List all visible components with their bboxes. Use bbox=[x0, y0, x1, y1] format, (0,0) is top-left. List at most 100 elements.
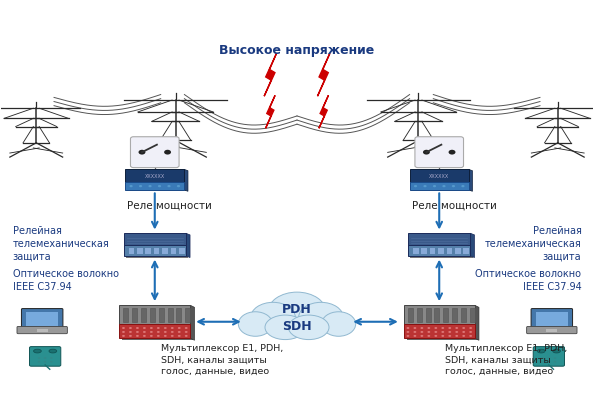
FancyBboxPatch shape bbox=[446, 248, 452, 254]
Circle shape bbox=[452, 185, 455, 187]
Circle shape bbox=[157, 331, 160, 333]
FancyBboxPatch shape bbox=[127, 171, 186, 191]
Text: PDH
SDH: PDH SDH bbox=[282, 303, 312, 332]
Circle shape bbox=[421, 327, 423, 329]
FancyBboxPatch shape bbox=[421, 248, 427, 254]
Circle shape bbox=[455, 335, 458, 337]
Circle shape bbox=[427, 335, 430, 337]
Circle shape bbox=[434, 335, 437, 337]
Circle shape bbox=[455, 327, 458, 329]
FancyBboxPatch shape bbox=[159, 308, 164, 322]
FancyBboxPatch shape bbox=[162, 248, 168, 254]
Circle shape bbox=[413, 327, 416, 329]
FancyBboxPatch shape bbox=[29, 347, 61, 366]
Circle shape bbox=[44, 361, 46, 363]
FancyBboxPatch shape bbox=[452, 308, 457, 322]
Ellipse shape bbox=[553, 349, 560, 353]
FancyBboxPatch shape bbox=[141, 308, 146, 322]
Circle shape bbox=[449, 150, 455, 154]
Circle shape bbox=[38, 361, 40, 363]
Circle shape bbox=[548, 357, 550, 359]
Circle shape bbox=[136, 327, 139, 329]
Circle shape bbox=[427, 331, 430, 333]
Polygon shape bbox=[317, 53, 330, 96]
Polygon shape bbox=[264, 53, 277, 96]
Circle shape bbox=[50, 357, 53, 359]
Text: XXXXXX: XXXXXX bbox=[145, 173, 165, 178]
Text: Высокое напряжение: Высокое напряжение bbox=[220, 44, 374, 57]
FancyBboxPatch shape bbox=[415, 137, 464, 168]
Circle shape bbox=[129, 335, 132, 337]
Text: Оптическое волокно
IEEE C37.94: Оптическое волокно IEEE C37.94 bbox=[475, 269, 581, 292]
FancyBboxPatch shape bbox=[124, 233, 186, 246]
FancyBboxPatch shape bbox=[413, 248, 419, 254]
Polygon shape bbox=[190, 305, 194, 340]
Circle shape bbox=[164, 335, 167, 337]
FancyBboxPatch shape bbox=[531, 309, 572, 329]
Text: Реле мощности: Реле мощности bbox=[412, 200, 496, 210]
FancyBboxPatch shape bbox=[124, 245, 186, 256]
Circle shape bbox=[171, 335, 173, 337]
FancyBboxPatch shape bbox=[430, 248, 436, 254]
Circle shape bbox=[122, 331, 125, 333]
Circle shape bbox=[442, 185, 446, 187]
Text: Релейная
телемеханическая
защита: Релейная телемеханическая защита bbox=[485, 226, 581, 261]
FancyBboxPatch shape bbox=[125, 169, 184, 183]
FancyBboxPatch shape bbox=[470, 308, 475, 322]
FancyBboxPatch shape bbox=[119, 324, 190, 338]
Circle shape bbox=[129, 327, 132, 329]
FancyBboxPatch shape bbox=[410, 182, 469, 190]
Polygon shape bbox=[186, 233, 190, 258]
FancyBboxPatch shape bbox=[417, 308, 422, 322]
FancyBboxPatch shape bbox=[527, 327, 577, 334]
Circle shape bbox=[421, 331, 423, 333]
Circle shape bbox=[461, 185, 464, 187]
Circle shape bbox=[407, 331, 409, 333]
Circle shape bbox=[434, 331, 437, 333]
FancyBboxPatch shape bbox=[536, 313, 568, 326]
FancyBboxPatch shape bbox=[128, 248, 134, 254]
Circle shape bbox=[130, 185, 133, 187]
Circle shape bbox=[469, 331, 472, 333]
Circle shape bbox=[139, 150, 145, 154]
Circle shape bbox=[554, 357, 556, 359]
Circle shape bbox=[462, 327, 465, 329]
Circle shape bbox=[541, 357, 544, 359]
Circle shape bbox=[158, 185, 161, 187]
Ellipse shape bbox=[299, 302, 343, 333]
Polygon shape bbox=[475, 305, 479, 340]
Ellipse shape bbox=[34, 349, 41, 353]
Circle shape bbox=[157, 327, 160, 329]
FancyBboxPatch shape bbox=[17, 327, 67, 334]
Circle shape bbox=[421, 335, 423, 337]
Ellipse shape bbox=[265, 315, 305, 339]
Polygon shape bbox=[470, 233, 475, 258]
Circle shape bbox=[448, 327, 451, 329]
Circle shape bbox=[143, 335, 146, 337]
Circle shape bbox=[164, 331, 167, 333]
Circle shape bbox=[139, 185, 142, 187]
Circle shape bbox=[129, 331, 132, 333]
Ellipse shape bbox=[538, 349, 545, 353]
FancyBboxPatch shape bbox=[404, 324, 475, 338]
Ellipse shape bbox=[49, 349, 56, 353]
FancyBboxPatch shape bbox=[145, 248, 151, 254]
Circle shape bbox=[434, 327, 437, 329]
FancyBboxPatch shape bbox=[425, 308, 431, 322]
Circle shape bbox=[171, 331, 173, 333]
FancyBboxPatch shape bbox=[408, 308, 413, 322]
FancyBboxPatch shape bbox=[407, 307, 478, 340]
Circle shape bbox=[150, 335, 153, 337]
Circle shape bbox=[424, 185, 427, 187]
FancyBboxPatch shape bbox=[22, 309, 63, 329]
FancyBboxPatch shape bbox=[154, 248, 160, 254]
Circle shape bbox=[413, 335, 416, 337]
FancyBboxPatch shape bbox=[412, 171, 470, 191]
Polygon shape bbox=[266, 95, 275, 128]
Circle shape bbox=[122, 335, 125, 337]
FancyBboxPatch shape bbox=[443, 308, 448, 322]
Ellipse shape bbox=[268, 292, 326, 333]
Circle shape bbox=[548, 361, 550, 363]
FancyBboxPatch shape bbox=[122, 307, 193, 340]
Text: Реле мощности: Реле мощности bbox=[127, 200, 212, 210]
